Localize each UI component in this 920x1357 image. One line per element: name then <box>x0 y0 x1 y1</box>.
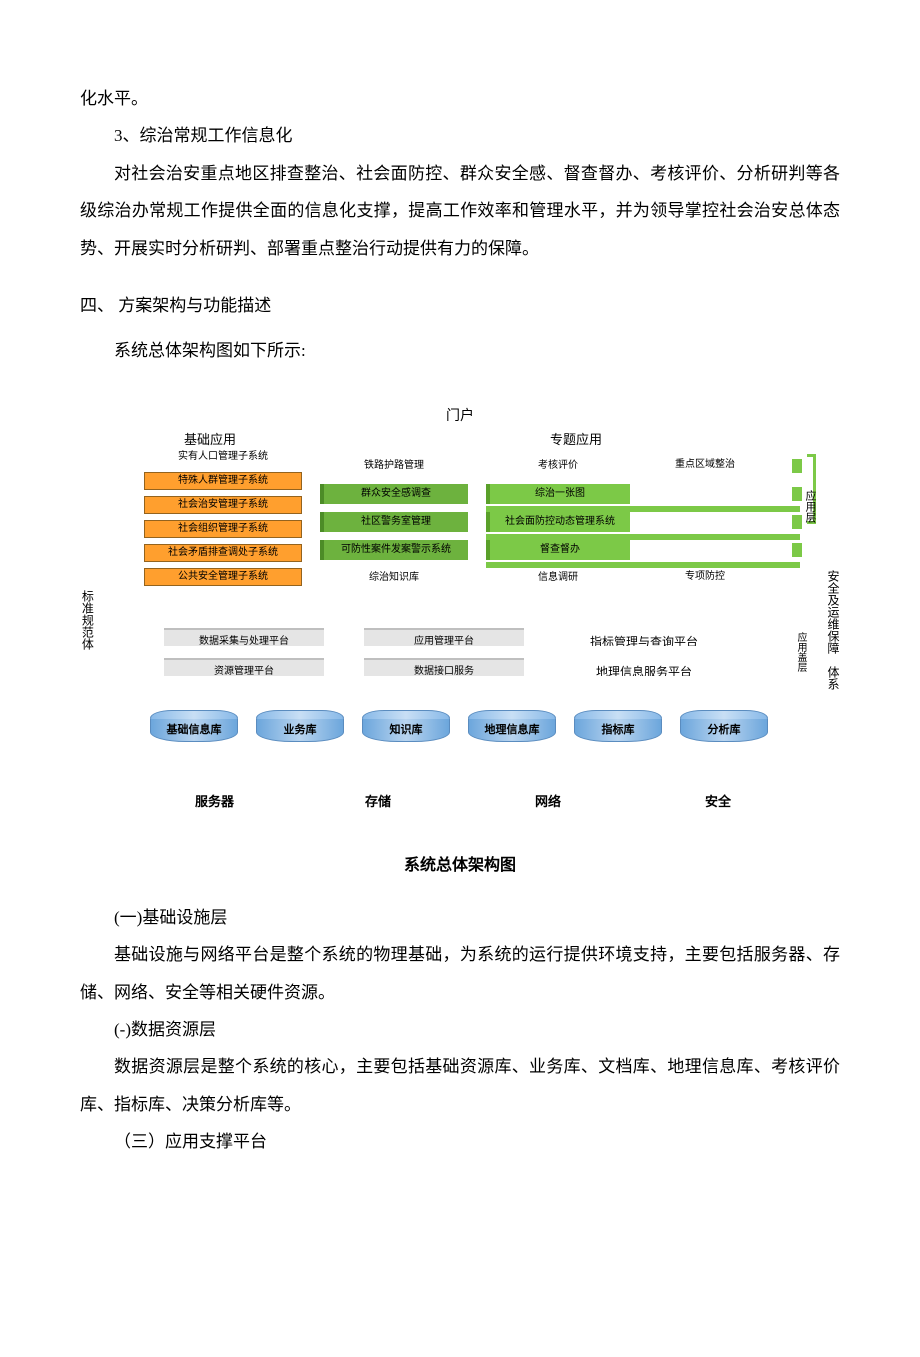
left-box: 特殊人群管理子系统 <box>144 472 302 490</box>
section-item: 3、综治常规工作信息化 <box>80 117 840 154</box>
right-box: 综治一张图 <box>486 484 630 504</box>
bottom-label: 存储 <box>365 788 391 817</box>
support-layer-label: 应用盖层 <box>794 632 806 672</box>
app-layer-label: 应用层 <box>803 490 816 523</box>
far-box: 重点区域整治 <box>650 456 760 474</box>
green-tick <box>792 543 802 557</box>
far-box: 专项防控 <box>650 568 760 586</box>
bottom-label: 网络 <box>535 788 561 817</box>
bottom-label: 安全 <box>705 788 731 817</box>
heading-4: 四、 方案架构与功能描述 <box>80 287 840 324</box>
right-vert-label: 安全及运维保障 体系 <box>826 570 840 690</box>
sub2-title: (-)数据资源层 <box>80 1011 840 1048</box>
sub1-para: 基础设施与网络平台是整个系统的物理基础，为系统的运行提供环境支持，主要包括服务器… <box>80 936 840 1011</box>
paragraph: 对社会治安重点地区排查整治、社会面防控、群众安全感、督查督办、考核评价、分析研判… <box>80 155 840 267</box>
db-cylinder: 地理信息库 <box>468 710 554 742</box>
db-cylinder: 基础信息库 <box>150 710 236 742</box>
left-box: 公共安全管理子系统 <box>144 568 302 586</box>
right-box: 信息调研 <box>486 568 630 588</box>
mid-box: 可防性案件发案警示系统 <box>320 540 468 560</box>
mid-box: 铁路护路管理 <box>320 456 468 476</box>
left-box: 社会组织管理子系统 <box>144 520 302 538</box>
left-box: 社会矛盾排查调处子系统 <box>144 544 302 562</box>
bottom-label: 服务器 <box>195 788 234 817</box>
left-box: 社会治安管理子系统 <box>144 496 302 514</box>
paragraph: 系统总体架构图如下所示: <box>80 332 840 369</box>
sub2-para: 数据资源层是整个系统的核心，主要包括基础资源库、业务库、文档库、地理信息库、考核… <box>80 1048 840 1123</box>
support-box: 指标管理与查询平台 <box>564 628 724 646</box>
db-cylinder: 指标库 <box>574 710 660 742</box>
db-cylinder: 业务库 <box>256 710 342 742</box>
mid-box: 社区警务室管理 <box>320 512 468 532</box>
support-box: 数据接口服务 <box>364 658 524 676</box>
green-tick <box>792 487 802 501</box>
sub3-title: （三）应用支撑平台 <box>80 1123 840 1160</box>
text-frag: 化水平。 <box>80 80 840 117</box>
right-header: 专题应用 <box>550 426 602 455</box>
support-box: 地理信息服务平台 <box>564 658 724 676</box>
left-box: 实有人口管理子系统 <box>144 448 302 466</box>
left-vert-label: 标准规范体 <box>80 590 94 650</box>
db-cylinder: 分析库 <box>680 710 766 742</box>
green-tick <box>792 515 802 529</box>
sub1-title: (一)基础设施层 <box>80 899 840 936</box>
db-cylinder: 知识库 <box>362 710 448 742</box>
mid-box: 综治知识库 <box>320 568 468 588</box>
right-box: 考核评价 <box>486 456 630 476</box>
green-tick <box>792 459 802 473</box>
architecture-diagram: 门户 基础应用 专题应用 标准规范体 安全及运维保障 体系 应用层 实有人口管理… <box>80 400 840 840</box>
diagram-caption: 系统总体架构图 <box>80 848 840 883</box>
right-box: 社会面防控动态管理系统 <box>486 512 630 532</box>
support-box: 数据采集与处理平台 <box>164 628 324 646</box>
right-box: 督查督办 <box>486 540 630 560</box>
support-box: 资源管理平台 <box>164 658 324 676</box>
support-box: 应用管理平台 <box>364 628 524 646</box>
mid-box: 群众安全感调查 <box>320 484 468 504</box>
